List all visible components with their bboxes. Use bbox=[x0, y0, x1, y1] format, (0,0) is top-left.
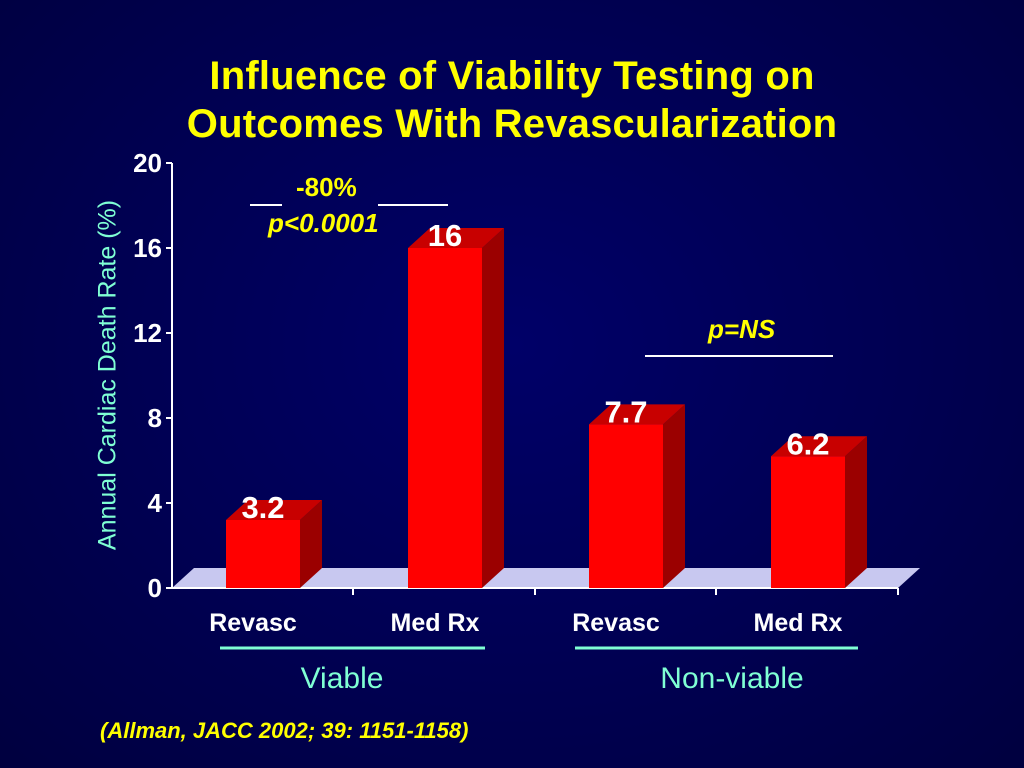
bar-top bbox=[771, 436, 867, 457]
y-tick-label: 16 bbox=[133, 233, 162, 263]
group-label-viable: Viable bbox=[300, 662, 384, 695]
group-label-non-viable: Non-viable bbox=[660, 662, 804, 695]
bar-value-label: 16 bbox=[428, 218, 462, 253]
x-tick-label: Revasc bbox=[572, 609, 660, 637]
y-axis-label: Annual Cardiac Death Rate (%) bbox=[93, 199, 122, 551]
viable-p-value-annotation: p<0.0001 bbox=[268, 208, 379, 238]
bar-side bbox=[845, 436, 867, 588]
slide-title-line-1: Influence of Viability Testing on bbox=[209, 54, 815, 98]
y-tick-label: 0 bbox=[148, 573, 162, 603]
chart-floor bbox=[172, 568, 920, 588]
bar-side bbox=[663, 404, 685, 588]
bar-side bbox=[482, 228, 504, 588]
nonviable-p-value-annotation: p=NS bbox=[708, 314, 776, 344]
bar bbox=[771, 456, 845, 588]
y-tick-label: 20 bbox=[133, 148, 162, 178]
bar-top bbox=[408, 228, 504, 248]
bar-side bbox=[300, 500, 322, 588]
bar bbox=[408, 248, 482, 588]
y-tick-label: 12 bbox=[133, 318, 162, 348]
bar-top bbox=[226, 500, 322, 520]
x-tick-label: Revasc bbox=[209, 609, 297, 637]
bar-top bbox=[589, 404, 685, 425]
bar bbox=[589, 424, 663, 588]
slide-title-line-2: Outcomes With Revascularization bbox=[186, 102, 838, 146]
bar-value-label: 7.7 bbox=[604, 394, 647, 429]
bar-value-label: 6.2 bbox=[786, 426, 829, 461]
y-tick-label: 8 bbox=[148, 403, 162, 433]
x-tick-label: Med Rx bbox=[754, 609, 843, 637]
x-tick-label: Med Rx bbox=[391, 609, 480, 637]
y-tick-label: 4 bbox=[148, 488, 163, 518]
viable-change-annotation: -80% bbox=[296, 172, 357, 202]
citation: (Allman, JACC 2002; 39: 1151-1158) bbox=[100, 718, 469, 743]
bar-value-label: 3.2 bbox=[241, 490, 284, 525]
bar bbox=[226, 520, 300, 588]
